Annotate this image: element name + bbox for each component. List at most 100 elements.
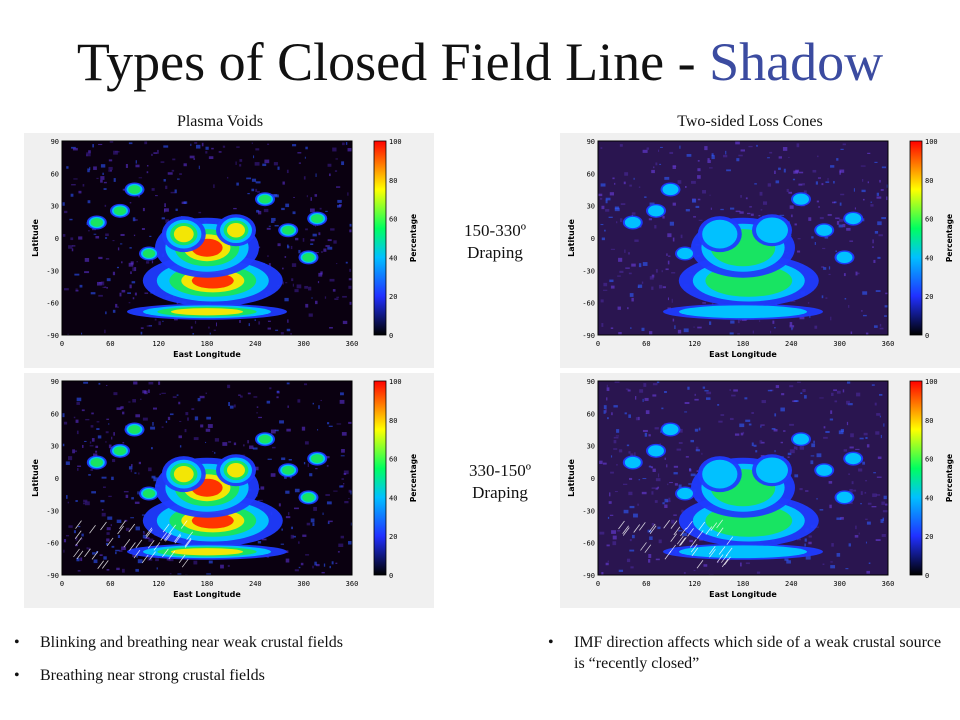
x-tick-label: 360 <box>346 580 359 588</box>
x-tick-label: 120 <box>152 580 165 588</box>
colorbar-tick-label: 20 <box>389 293 397 301</box>
colorbar-label: Percentage <box>409 454 418 502</box>
column-label-plasma-voids: Plasma Voids <box>176 113 264 130</box>
draping-label-330-150: 330-150º Draping <box>445 460 555 504</box>
x-axis-label: East Longitude <box>709 350 777 359</box>
column-label-loss-cones: Two-sided Loss Cones <box>677 113 823 130</box>
y-tick-label: -30 <box>46 507 59 515</box>
y-tick-label: 30 <box>51 443 59 451</box>
colorbar-tick-label: 0 <box>925 332 929 340</box>
y-tick-label: 0 <box>55 475 59 483</box>
colorbar-tick-label: 80 <box>925 177 933 185</box>
bullet-list-right: IMF direction affects which side of a we… <box>548 632 948 686</box>
x-axis-label: East Longitude <box>173 590 241 599</box>
draping-angle: 150-330º <box>464 221 526 240</box>
x-tick-label: 60 <box>642 340 650 348</box>
x-tick-label: 180 <box>201 340 214 348</box>
y-tick-label: -90 <box>46 332 59 340</box>
bullet-item: IMF direction affects which side of a we… <box>548 632 948 674</box>
x-tick-label: 0 <box>596 340 600 348</box>
colorbar-tick-label: 80 <box>389 177 397 185</box>
y-tick-label: 0 <box>591 475 595 483</box>
colorbar-tick-label: 60 <box>925 456 933 464</box>
map-panel-plasma-voids-150-330: 0 60 120 180 240 300 360 90 60 30 0 -30 -60 -90 East L… <box>24 133 434 368</box>
draping-angle: 330-150º <box>469 461 531 480</box>
colorbar-tick-label: 0 <box>925 572 929 580</box>
bullet-list-left: Blinking and breathing near weak crustal… <box>14 632 484 698</box>
colorbar-tick-label: 20 <box>925 293 933 301</box>
x-tick-label: 120 <box>688 580 701 588</box>
x-tick-label: 300 <box>297 580 310 588</box>
y-tick-label: 30 <box>51 203 59 211</box>
y-tick-label: 0 <box>591 235 595 243</box>
x-tick-label: 0 <box>60 340 64 348</box>
y-tick-label: 30 <box>587 203 595 211</box>
x-tick-label: 360 <box>882 340 895 348</box>
x-tick-label: 60 <box>106 580 114 588</box>
colorbar <box>373 140 387 336</box>
colorbar <box>373 380 387 576</box>
draping-label-150-330: 150-330º Draping <box>440 220 550 264</box>
y-tick-label: 90 <box>51 378 59 386</box>
y-axis-label: Latitude <box>31 219 40 257</box>
map-panel-loss-cones-330-150: 0 60 120 180 240 300 360 90 60 30 0 -30 -60 -90 East L… <box>560 373 960 608</box>
bullet-item: Breathing near strong crustal fields <box>14 665 484 686</box>
colorbar-label: Percentage <box>409 214 418 262</box>
colorbar-tick-label: 40 <box>925 494 933 502</box>
y-tick-label: -30 <box>582 507 595 515</box>
x-tick-label: 360 <box>882 580 895 588</box>
x-tick-label: 0 <box>60 580 64 588</box>
y-tick-label: -30 <box>582 267 595 275</box>
bullet-item: Blinking and breathing near weak crustal… <box>14 632 484 653</box>
colorbar-tick-label: 40 <box>925 254 933 262</box>
x-tick-label: 240 <box>785 340 798 348</box>
x-tick-label: 60 <box>642 580 650 588</box>
colorbar-label: Percentage <box>945 454 954 502</box>
y-tick-label: 0 <box>55 235 59 243</box>
x-tick-label: 360 <box>346 340 359 348</box>
colorbar-tick-label: 0 <box>389 332 393 340</box>
x-tick-label: 300 <box>297 340 310 348</box>
colorbar-tick-label: 100 <box>925 138 938 146</box>
colorbar <box>909 140 923 336</box>
y-tick-label: -60 <box>46 300 59 308</box>
colorbar-label: Percentage <box>945 214 954 262</box>
x-axis-label: East Longitude <box>173 350 241 359</box>
colorbar-tick-label: 80 <box>925 417 933 425</box>
y-tick-label: -90 <box>582 332 595 340</box>
x-tick-label: 120 <box>152 340 165 348</box>
y-tick-label: -90 <box>582 572 595 580</box>
slide-title: Types of Closed Field Line - Shadow <box>0 30 960 94</box>
y-tick-label: -60 <box>46 540 59 548</box>
y-axis-label: Latitude <box>567 219 576 257</box>
y-tick-label: 90 <box>587 138 595 146</box>
colorbar-tick-label: 60 <box>389 456 397 464</box>
y-tick-label: 90 <box>51 138 59 146</box>
x-tick-label: 300 <box>833 340 846 348</box>
y-tick-label: 60 <box>587 170 595 178</box>
x-axis-label: East Longitude <box>709 590 777 599</box>
x-tick-label: 240 <box>785 580 798 588</box>
colorbar-tick-label: 20 <box>925 533 933 541</box>
x-tick-label: 180 <box>737 340 750 348</box>
y-tick-label: -60 <box>582 540 595 548</box>
colorbar-tick-label: 60 <box>389 216 397 224</box>
y-axis-label: Latitude <box>567 459 576 497</box>
colorbar-tick-label: 60 <box>925 216 933 224</box>
y-tick-label: -60 <box>582 300 595 308</box>
colorbar-tick-label: 20 <box>389 533 397 541</box>
y-tick-label: 90 <box>587 378 595 386</box>
x-tick-label: 240 <box>249 340 262 348</box>
colorbar-tick-label: 80 <box>389 417 397 425</box>
y-axis-label: Latitude <box>31 459 40 497</box>
title-main: Types of Closed Field Line - <box>76 32 710 92</box>
x-tick-label: 180 <box>737 580 750 588</box>
x-tick-label: 60 <box>106 340 114 348</box>
colorbar-tick-label: 100 <box>925 378 938 386</box>
draping-word: Draping <box>467 243 523 262</box>
y-tick-label: 60 <box>51 410 59 418</box>
colorbar-tick-label: 100 <box>389 378 402 386</box>
y-tick-label: -90 <box>46 572 59 580</box>
y-tick-label: -30 <box>46 267 59 275</box>
y-tick-label: 30 <box>587 443 595 451</box>
